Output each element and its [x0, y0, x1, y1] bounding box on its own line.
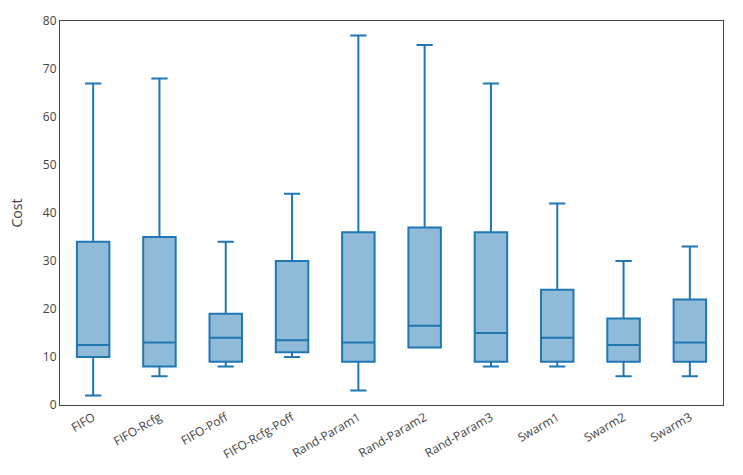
svg-text:10: 10: [43, 348, 57, 365]
svg-text:80: 80: [43, 12, 57, 29]
svg-text:Rand-Param2: Rand-Param2: [355, 408, 429, 461]
svg-text:FIFO-Rcfg-Poff: FIFO-Rcfg-Poff: [220, 408, 298, 463]
svg-text:70: 70: [43, 60, 57, 77]
svg-text:FIFO: FIFO: [68, 408, 98, 435]
svg-text:30: 30: [43, 252, 57, 269]
svg-text:40: 40: [43, 204, 57, 221]
svg-text:FIFO-Rcfg: FIFO-Rcfg: [110, 408, 165, 449]
svg-text:Rand-Param3: Rand-Param3: [422, 408, 496, 461]
svg-text:0: 0: [50, 396, 57, 413]
svg-text:Rand-Param1: Rand-Param1: [289, 408, 363, 461]
svg-text:Swarm2: Swarm2: [581, 408, 629, 446]
svg-text:Swarm1: Swarm1: [514, 408, 562, 445]
svg-text:Swarm3: Swarm3: [647, 408, 695, 446]
svg-text:20: 20: [43, 300, 57, 317]
svg-text:60: 60: [43, 108, 57, 125]
svg-text:50: 50: [43, 156, 57, 173]
svg-text:FIFO-Poff: FIFO-Poff: [178, 408, 232, 449]
svg-text:Cost: Cost: [7, 199, 26, 228]
